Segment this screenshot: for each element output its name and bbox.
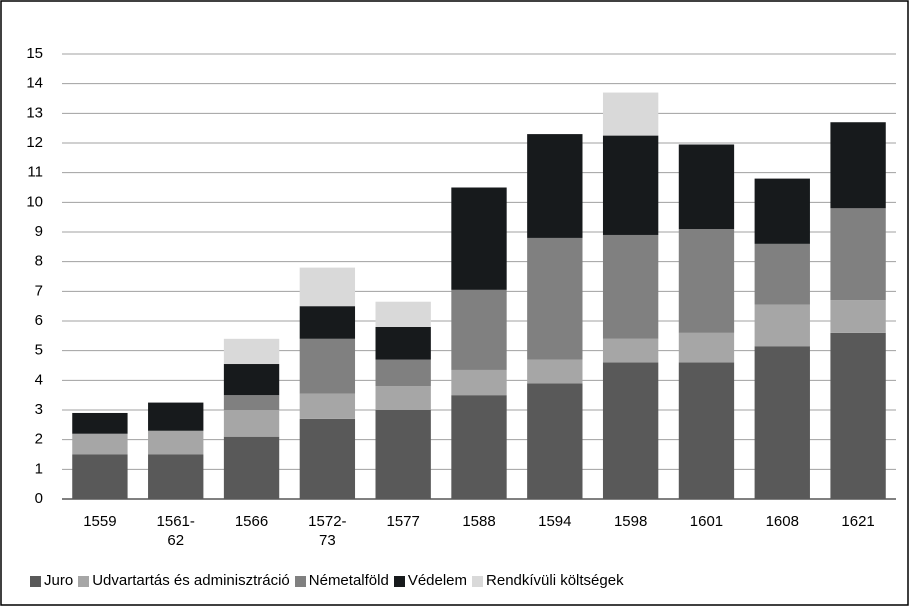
y-tick-label: 15 xyxy=(26,45,43,62)
legend-swatch xyxy=(472,575,484,587)
legend-item: Juro xyxy=(30,571,73,591)
bar-segment xyxy=(299,418,356,499)
legend-label: Juro xyxy=(44,572,74,589)
bar-segment xyxy=(678,332,735,363)
legend-item: Németalföld xyxy=(294,571,389,591)
x-tick-label: 1608 xyxy=(765,513,799,530)
y-tick-label: 12 xyxy=(26,134,43,151)
bar-segment xyxy=(375,326,431,360)
bar-segment xyxy=(451,369,507,396)
bar-segment xyxy=(299,267,356,307)
legend-swatch xyxy=(294,575,306,587)
bar-segment xyxy=(527,134,583,238)
bar-segment xyxy=(602,92,659,136)
x-tick-label: 1566 xyxy=(234,513,269,530)
bar-segment xyxy=(223,436,280,499)
bar-segment xyxy=(754,243,810,305)
bar-segment xyxy=(830,208,886,301)
bar-segment xyxy=(223,338,280,365)
bar-segment xyxy=(830,122,886,209)
x-tick-label: 1601 xyxy=(689,513,724,530)
bar-segment xyxy=(602,234,659,339)
x-tick-label: 1561-62 xyxy=(156,513,195,549)
y-tick-label: 9 xyxy=(35,223,43,240)
y-tick-label: 7 xyxy=(35,282,43,299)
bar-segment xyxy=(527,359,583,384)
legend-label: Németalföld xyxy=(308,572,389,589)
bar-segment xyxy=(299,306,356,339)
bar-segment xyxy=(602,135,659,235)
legend-swatch xyxy=(78,575,90,587)
bar-segment xyxy=(527,383,583,499)
y-tick-label: 13 xyxy=(26,104,43,121)
bar-segment xyxy=(602,338,659,363)
y-tick-label: 14 xyxy=(26,75,43,92)
x-tick-label: 1559 xyxy=(83,513,117,530)
bar-segment xyxy=(72,412,128,434)
y-tick-label: 1 xyxy=(35,460,43,477)
x-tick-label: 1594 xyxy=(538,513,572,530)
legend-label: Udvartartás és adminisztráció xyxy=(92,572,290,589)
y-tick-label: 11 xyxy=(27,164,43,181)
y-tick-label: 6 xyxy=(35,312,43,329)
legend-item: Védelem xyxy=(393,571,468,591)
bar-segment xyxy=(299,393,356,419)
y-tick-label: 3 xyxy=(35,401,43,418)
bar-segment xyxy=(678,362,735,499)
y-tick-label: 0 xyxy=(35,490,43,507)
x-tick-label: 1577 xyxy=(386,513,420,530)
bar-segment xyxy=(148,402,204,431)
bar-segment xyxy=(375,359,431,387)
legend-item: Udvartartás és adminisztráció xyxy=(78,571,290,591)
bar-segment xyxy=(527,237,583,360)
y-tick-label: 4 xyxy=(35,371,43,388)
y-tick-label: 5 xyxy=(35,342,43,359)
bar-segment xyxy=(678,144,735,230)
bar-segment xyxy=(72,433,128,455)
y-tick-label: 2 xyxy=(35,431,43,448)
bar-segment xyxy=(223,410,280,437)
bar-segment xyxy=(451,289,507,370)
bar-segment xyxy=(375,386,431,410)
bar-segment xyxy=(830,332,886,499)
bar-segment xyxy=(299,338,356,394)
legend-item: Rendkívüli költségek xyxy=(472,571,624,591)
bar-segment xyxy=(678,229,735,333)
y-tick-label: 8 xyxy=(35,253,43,270)
legend-label: Védelem xyxy=(407,572,468,589)
bar-segment xyxy=(754,178,810,244)
bar-segment xyxy=(754,346,810,499)
legend-label: Rendkívüli költségek xyxy=(486,572,624,589)
legend-swatch xyxy=(393,575,405,587)
bar-segment xyxy=(830,300,886,333)
bar-segment xyxy=(148,430,204,455)
bar-segment xyxy=(375,301,431,327)
bar-segment xyxy=(72,454,128,499)
bar-segment xyxy=(375,410,431,499)
legend-swatch xyxy=(30,575,41,587)
legend: Juro Udvartartás és adminisztráció Németal… xyxy=(30,571,629,591)
bar-segment xyxy=(451,395,507,499)
x-tick-label: 1572-73 xyxy=(308,513,347,549)
y-tick-label: 10 xyxy=(26,193,43,210)
bar-segment xyxy=(223,364,280,396)
bar-segment xyxy=(754,304,810,347)
x-tick-label: 1588 xyxy=(462,513,496,530)
bar-segment xyxy=(451,187,507,290)
bar-segment xyxy=(602,362,659,499)
bar-segment xyxy=(148,454,204,499)
x-tick-label: 1621 xyxy=(841,513,875,530)
bar-segment xyxy=(223,395,280,410)
x-tick-label: 1598 xyxy=(613,513,648,530)
